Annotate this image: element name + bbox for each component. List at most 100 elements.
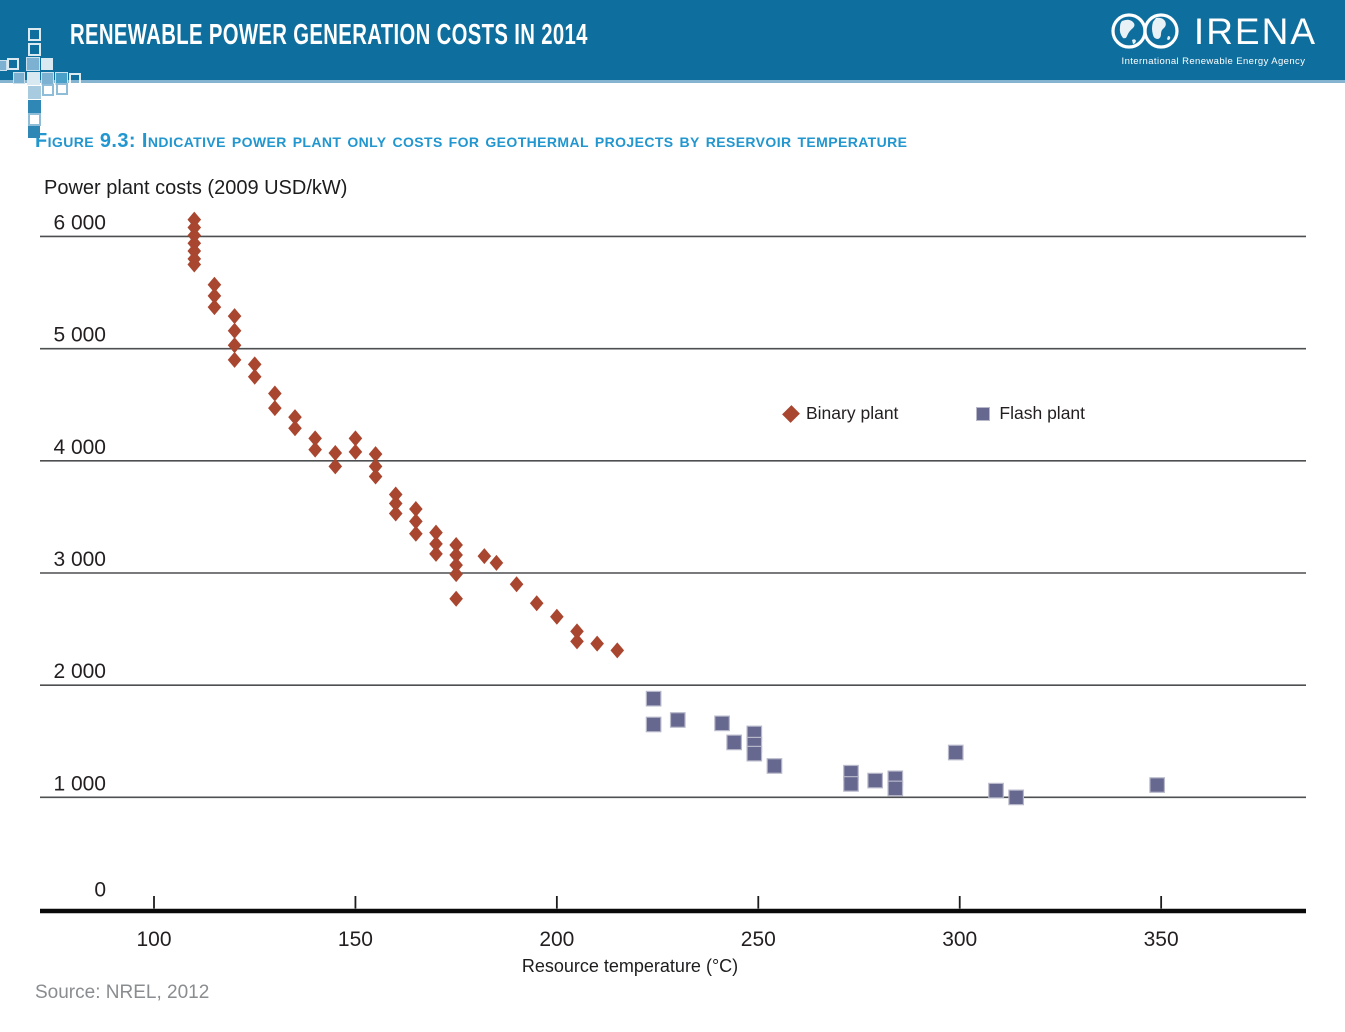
binary-plant-point (610, 642, 625, 659)
report-title: RENEWABLE POWER GENERATION COSTS IN 2014 (70, 19, 588, 51)
flash-plant-point (714, 715, 730, 732)
binary-plant-point (207, 299, 222, 316)
binary-plant-point (268, 400, 282, 417)
irena-globes-icon (1111, 13, 1179, 49)
binary-plant-point (570, 623, 584, 640)
binary-plant-point (308, 441, 322, 458)
irena-logo: IRENA International Renewable Energy Age… (1110, 10, 1317, 67)
legend-item-flash-plant: Flash plant (976, 403, 1085, 424)
flash-plant-point (947, 744, 964, 761)
binary-plant-point (449, 536, 463, 553)
y-tick-label: 0 (94, 879, 106, 902)
scatter-plot: 6 000 5 000 4 000 3 000 2 000 1 000 0 100 150 200… (40, 211, 1306, 951)
binary-plant-point (449, 590, 463, 607)
x-axis-title: Resource temperature (°C) (521, 956, 739, 976)
figure-title: Figure 9.3: Indicative power plant only … (35, 130, 908, 152)
decor-square (7, 58, 19, 70)
decor-square (41, 58, 53, 70)
binary-plant-point (429, 524, 443, 541)
flash-plant-square-icon (976, 406, 991, 421)
binary-plant-point (570, 633, 584, 650)
chart-legend: Binary plant Flash plant (782, 403, 1085, 424)
binary-plant-point (207, 276, 222, 293)
flash-plant-point (645, 690, 662, 707)
binary-plant-point (227, 308, 242, 325)
y-tick-label: 3 000 (53, 548, 106, 571)
legend-label-binary: Binary plant (806, 403, 899, 423)
flash-plant-point (1149, 777, 1166, 793)
header-banner: RENEWABLE POWER GENERATION COSTS IN 2014… (0, 0, 1345, 83)
irena-logo-tagline: International Renewable Energy Agency (1121, 56, 1306, 67)
binary-plant-point (449, 557, 463, 574)
binary-plant-point (449, 547, 463, 564)
flash-plant-point (726, 734, 743, 751)
binary-plant-point (207, 287, 222, 304)
decor-square (0, 60, 7, 71)
binary-plant-point (489, 554, 504, 571)
y-axis-title: Power plant costs (2009 USD/kW) (44, 177, 348, 199)
decor-square (28, 43, 41, 56)
flash-plant-point (843, 776, 859, 792)
x-tick-label: 250 (741, 928, 776, 951)
decor-square (13, 72, 25, 84)
binary-plant-point (409, 525, 423, 542)
binary-plant-point (268, 385, 282, 402)
decor-square (42, 84, 54, 96)
binary-plant-point (288, 409, 302, 426)
decor-square (28, 126, 40, 138)
binary-plant-point (429, 545, 443, 562)
x-tick-label: 300 (942, 928, 977, 951)
binary-plant-point (227, 322, 242, 339)
binary-plant-point (187, 256, 202, 273)
y-tick-label: 4 000 (53, 436, 106, 459)
binary-plant-point (388, 505, 403, 522)
flash-plant-point (988, 782, 1004, 799)
y-tick-label: 5 000 (53, 324, 106, 347)
binary-plant-diamond-icon (782, 404, 800, 423)
source-note: Source: NREL, 2012 (35, 982, 210, 1003)
legend-label-flash: Flash plant (999, 403, 1086, 423)
decorative-squares (0, 0, 120, 150)
flash-plant-point (645, 716, 662, 733)
flash-plant-point (887, 780, 904, 797)
binary-plant-point (477, 548, 492, 565)
binary-plant-point (247, 356, 262, 373)
binary-plant-point (227, 351, 242, 368)
decor-square (28, 100, 41, 113)
x-tick-label: 350 (1144, 928, 1179, 951)
binary-plant-point (449, 566, 463, 583)
decor-square (28, 86, 41, 99)
binary-plant-point (388, 486, 403, 503)
binary-plant-point (409, 501, 423, 518)
binary-plant-point (550, 608, 564, 625)
flash-plant-point (867, 772, 884, 789)
flash-plant-point (669, 712, 686, 728)
binary-plant-point (368, 458, 383, 475)
binary-plant-point (328, 458, 343, 475)
y-tick-label: 1 000 (53, 772, 106, 795)
decor-square (28, 113, 41, 126)
binary-plant-point (509, 576, 524, 593)
binary-plant-point (529, 595, 544, 612)
decor-square (28, 28, 41, 41)
flash-plant-point (1008, 789, 1025, 806)
binary-plant-point (348, 443, 363, 460)
x-tick-label: 150 (338, 928, 373, 951)
binary-plant-point (388, 495, 403, 512)
binary-plant-point (429, 535, 443, 552)
binary-plant-point (348, 430, 363, 447)
decor-square (27, 72, 40, 85)
binary-plant-point (288, 420, 302, 437)
flash-plant-point (746, 745, 763, 762)
binary-plant-point (368, 468, 383, 485)
legend-item-binary-plant: Binary plant (782, 403, 899, 424)
decor-square (26, 57, 40, 71)
binary-plant-point (368, 446, 383, 463)
binary-plant-point (227, 337, 242, 354)
decor-square (56, 83, 68, 95)
binary-plant-point (409, 513, 423, 530)
binary-plant-point (308, 430, 322, 447)
y-tick-label: 6 000 (53, 211, 106, 234)
x-tick-label: 100 (136, 928, 171, 951)
